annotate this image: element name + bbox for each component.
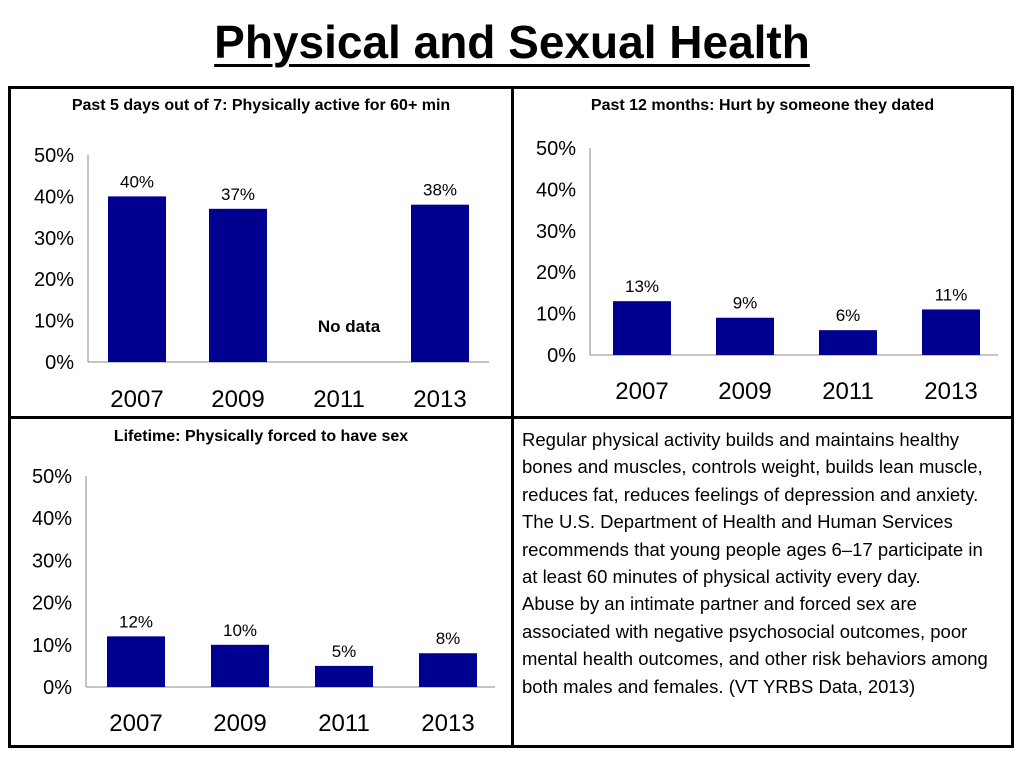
y-tick-label: 0% [547, 345, 576, 367]
x-tick-label: 2013 [413, 386, 466, 413]
x-tick-label: 2007 [615, 378, 668, 405]
data-label: 37% [221, 185, 255, 204]
bar [315, 665, 373, 687]
data-label: 6% [836, 306, 861, 325]
chart-title: Lifetime: Physically forced to have sex [113, 428, 409, 445]
y-tick-label: 30% [34, 228, 74, 250]
y-tick-label: 30% [32, 550, 72, 572]
bar-chart-physically-active: 0% 10% 20% 30% 40% 50% 40% 2007 37% 2009 No data 20… [34, 145, 489, 413]
x-tick-label: 2011 [822, 378, 874, 405]
y-tick-label: 30% [536, 221, 576, 243]
y-tick-label: 50% [32, 466, 72, 488]
y-tick-label: 0% [43, 677, 72, 699]
info-text-panel: Regular physical activity builds and mai… [522, 426, 1002, 748]
bar [108, 196, 166, 362]
data-label: 5% [332, 642, 357, 661]
x-tick-label: 2011 [318, 710, 370, 737]
y-tick-label: 20% [536, 262, 576, 284]
y-tick-label: 20% [34, 269, 74, 291]
y-tick-label: 10% [32, 635, 72, 657]
y-tick-label: 20% [32, 593, 72, 615]
horizontal-divider [8, 416, 1014, 419]
chart-panel-forced-sex: Lifetime: Physically forced to have sex … [11, 419, 511, 745]
y-tick-label: 0% [45, 352, 74, 374]
bar [211, 644, 269, 687]
chart-title: Past 12 months: Hurt by someone they dat… [590, 97, 935, 114]
x-tick-label: 2009 [211, 386, 264, 413]
bar [716, 317, 774, 355]
no-data-label: No data [318, 317, 381, 336]
info-paragraph-abuse: Abuse by an intimate partner and forced … [522, 593, 988, 697]
bar [411, 204, 469, 362]
y-tick-label: 40% [536, 179, 576, 201]
chart-panel-hurt-by-date: Past 12 months: Hurt by someone they dat… [514, 89, 1011, 416]
chart-title: Past 5 days out of 7: Physically active … [71, 97, 451, 114]
x-tick-label: 2013 [421, 710, 474, 737]
x-tick-label: 2009 [718, 378, 771, 405]
y-tick-label: 50% [536, 138, 576, 160]
bar-chart-forced-sex: 0% 10% 20% 30% 40% 50% 12% 2007 10% 2009 5% 2011 8% 2… [32, 466, 495, 737]
data-label: 38% [423, 181, 457, 200]
data-label: 8% [436, 629, 461, 648]
bar [613, 301, 671, 355]
bar [819, 330, 877, 355]
data-label: 11% [935, 285, 968, 304]
data-label: 40% [120, 172, 154, 191]
data-label: 12% [119, 612, 153, 631]
y-tick-label: 40% [32, 508, 72, 530]
chart-panel-physically-active: Past 5 days out of 7: Physically active … [11, 89, 511, 416]
x-tick-label: 2011 [313, 386, 365, 413]
data-label: 9% [733, 294, 758, 313]
y-tick-label: 50% [34, 145, 74, 167]
bar [107, 636, 165, 687]
x-tick-label: 2013 [924, 378, 977, 405]
x-tick-label: 2009 [213, 710, 266, 737]
y-tick-label: 40% [34, 186, 74, 208]
data-label: 10% [223, 621, 257, 640]
page-title: Physical and Sexual Health [214, 16, 810, 68]
y-tick-label: 10% [34, 311, 74, 333]
data-label: 13% [625, 277, 659, 296]
x-tick-label: 2007 [109, 710, 162, 737]
bar [922, 309, 980, 355]
info-paragraph-activity: Regular physical activity builds and mai… [522, 429, 983, 588]
x-tick-label: 2007 [110, 386, 163, 413]
y-tick-label: 10% [536, 304, 576, 326]
bar [419, 653, 477, 687]
bar-chart-hurt-by-date: 0% 10% 20% 30% 40% 50% 13% 2007 9% 2009 6% 2011 11% 2… [536, 138, 998, 405]
bar [209, 208, 267, 362]
